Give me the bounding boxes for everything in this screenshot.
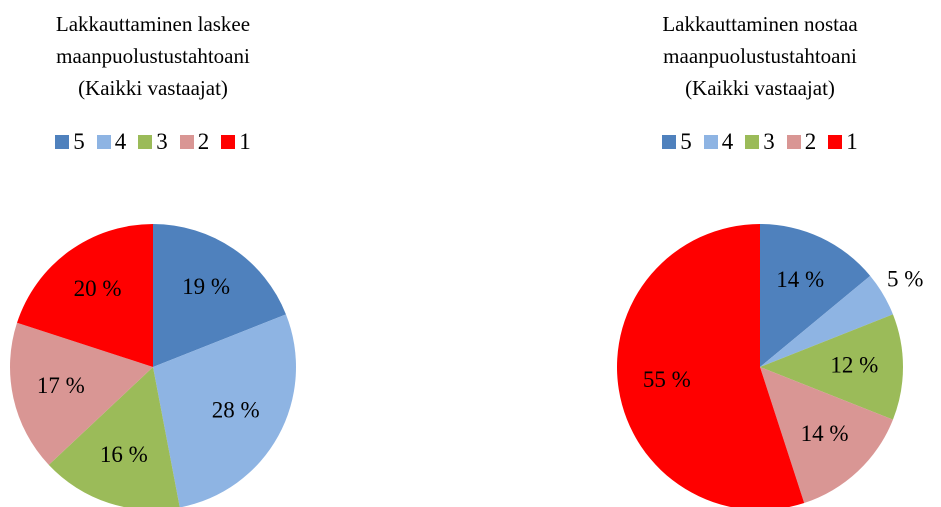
legend-item: 5 (662, 126, 692, 158)
pie-slice (760, 275, 893, 367)
legend-swatch (221, 135, 236, 149)
legend-item: 1 (828, 126, 858, 158)
data-label: 14 % (776, 267, 824, 292)
pie-slice (16, 224, 154, 367)
data-label: 19 % (182, 274, 230, 299)
legend-item: 4 (703, 126, 734, 158)
chart-title: Lakkauttaminen laskee maanpuolustustahto… (55, 12, 251, 68)
chart-subtitle: (Kaikki vastaajat) (78, 76, 228, 100)
legend-swatch (55, 135, 70, 149)
legend-item: 4 (96, 126, 127, 158)
legend-label: 1 (846, 129, 858, 154)
data-label: 55 % (643, 367, 691, 392)
chart-subtitle: (Kaikki vastaajat) (685, 76, 835, 100)
legend: 5 4 3 2 1 (610, 126, 910, 158)
legend-item: 3 (138, 126, 168, 158)
legend-label: 5 (680, 129, 692, 154)
data-label: 14 % (801, 421, 849, 446)
chart-header: Lakkauttaminen laskee maanpuolustustahto… (3, 8, 303, 158)
pie-slice (760, 224, 871, 367)
legend-item: 2 (786, 126, 817, 158)
legend-swatch (662, 135, 677, 149)
legend-label: 4 (721, 129, 734, 154)
data-label: 17 % (37, 373, 85, 398)
legend-swatch (96, 135, 111, 149)
legend-swatch (179, 135, 194, 149)
data-label: 12 % (830, 352, 878, 377)
legend-swatch (703, 135, 718, 149)
pie-slice (760, 367, 893, 504)
data-label: 28 % (212, 398, 260, 423)
chart-title: Lakkauttaminen nostaa maanpuolustustahto… (662, 12, 858, 68)
legend-swatch (745, 135, 760, 149)
data-label: 16 % (100, 442, 148, 467)
legend-swatch (786, 135, 801, 149)
legend-label: 2 (804, 129, 817, 154)
legend-item: 1 (221, 126, 251, 158)
legend-label: 4 (114, 129, 127, 154)
legend-label: 1 (239, 129, 251, 154)
legend-label: 5 (73, 129, 85, 154)
data-label: 20 % (74, 276, 122, 301)
pie-slice (48, 367, 180, 507)
chart-header: Lakkauttaminen nostaa maanpuolustustahto… (610, 8, 910, 158)
legend-swatch (138, 135, 153, 149)
pie-slice (10, 322, 154, 465)
legend-item: 3 (745, 126, 775, 158)
legend: 5 4 3 2 1 (3, 126, 303, 158)
legend-swatch (828, 135, 843, 149)
pie-slice (760, 314, 903, 420)
pie-slice (153, 314, 296, 507)
legend-item: 5 (55, 126, 85, 158)
legend-label: 3 (156, 129, 168, 154)
legend-item: 2 (179, 126, 210, 158)
legend-label: 3 (763, 129, 775, 154)
pie-slice (617, 224, 805, 507)
data-label: 5 % (887, 266, 923, 291)
legend-label: 2 (197, 129, 210, 154)
pie-slice (153, 224, 286, 367)
